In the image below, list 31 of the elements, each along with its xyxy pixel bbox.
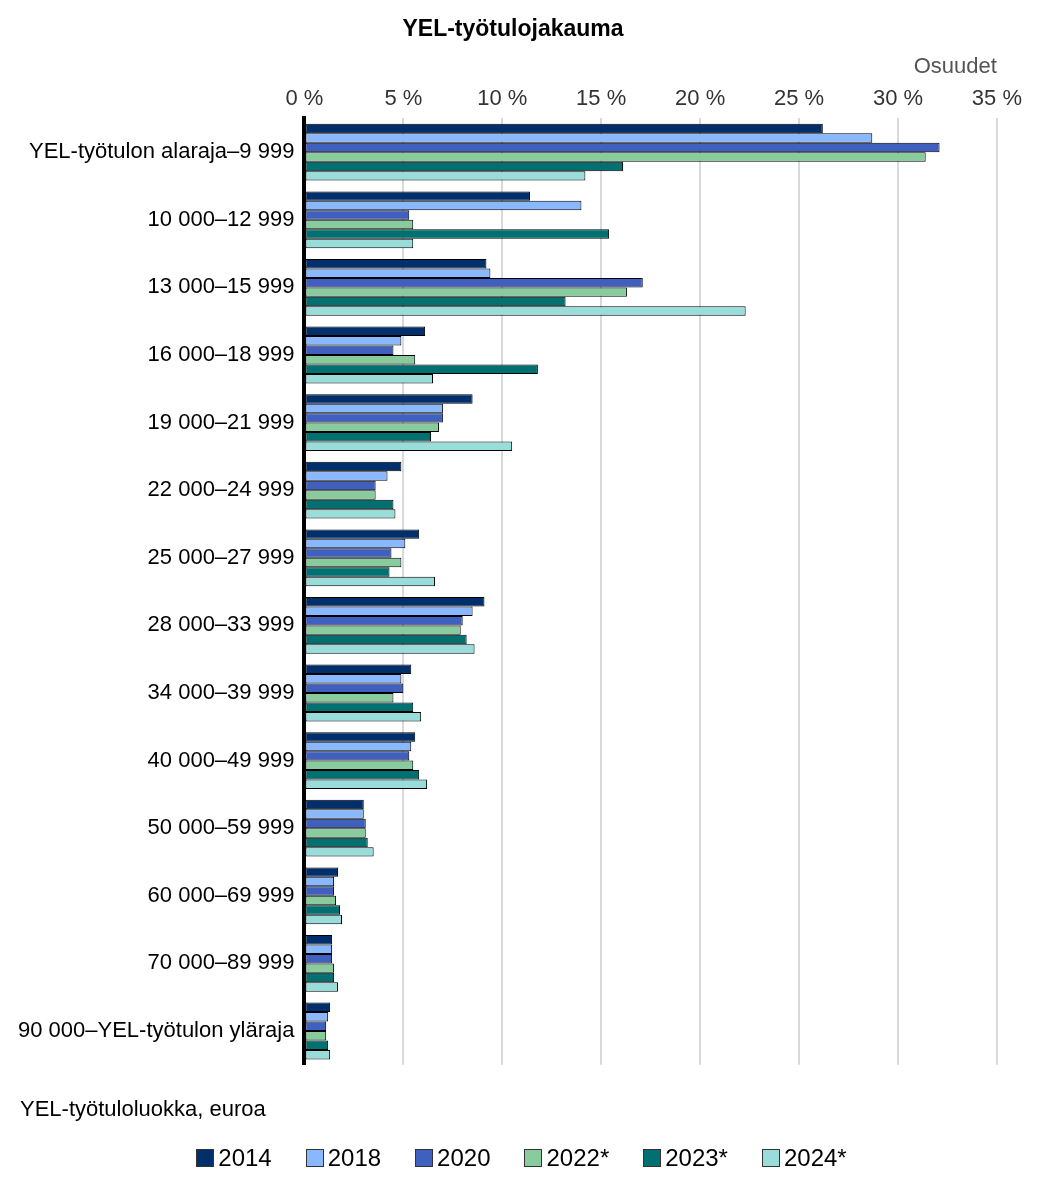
legend-label: 2022* <box>546 1144 610 1172</box>
y-tick-label: 10 000–12 999 <box>147 205 295 231</box>
chart-title: YEL-työtulojakauma <box>402 15 624 42</box>
y-axis-title: YEL-työtuloluokka, euroa <box>20 1096 267 1122</box>
y-tick-label: 40 000–49 999 <box>147 746 295 772</box>
legend-label: 2023* <box>665 1144 728 1172</box>
legend-label: 2024* <box>783 1144 847 1172</box>
x-tick-label: 35 % <box>971 85 1023 111</box>
x-tick-label: 5 % <box>384 85 423 111</box>
x-tick-label: 10 % <box>477 85 528 111</box>
y-tick-label: 16 000–18 999 <box>147 341 295 367</box>
x-tick-label: 0 % <box>285 85 324 111</box>
y-tick-label: 90 000–YEL-työtulon yläraja <box>17 1017 296 1043</box>
x-tick-label: 20 % <box>675 85 726 111</box>
y-tick-label: 50 000–59 999 <box>147 814 295 840</box>
legend-label: 2014 <box>218 1144 272 1172</box>
y-tick-label: 22 000–24 999 <box>147 476 295 502</box>
y-tick-label: 13 000–15 999 <box>147 273 295 299</box>
legend-label: 2018 <box>327 1144 382 1172</box>
y-tick-label: 70 000–89 999 <box>147 949 295 975</box>
y-tick-label: 25 000–27 999 <box>147 543 295 569</box>
y-tick-label: 28 000–33 999 <box>147 611 295 637</box>
x-tick-label: 30 % <box>872 85 924 111</box>
y-tick-label: 34 000–39 999 <box>147 679 295 705</box>
x-axis-title: Osuudet <box>913 52 997 78</box>
y-tick-label: 19 000–21 999 <box>147 408 295 434</box>
y-tick-label: YEL-työtulon alaraja–9 999 <box>28 138 295 164</box>
legend-label: 2020 <box>437 1144 491 1172</box>
x-tick-label: 25 % <box>773 85 825 111</box>
y-tick-label: 60 000–69 999 <box>147 881 295 907</box>
x-tick-label: 15 % <box>576 85 627 111</box>
